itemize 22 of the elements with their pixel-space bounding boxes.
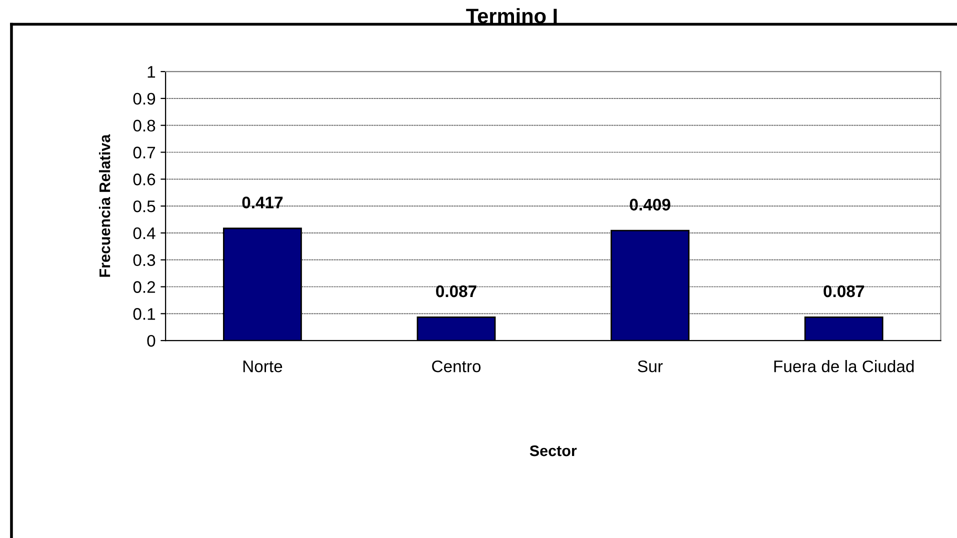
data-label: 0.087	[824, 285, 864, 298]
x-axis-title: Sector	[530, 445, 577, 456]
y-tick-label: 0.4	[133, 227, 156, 240]
y-tick-label: 0.3	[133, 254, 156, 266]
y-tick-label: 0.8	[133, 120, 156, 132]
y-tick-label: 0.5	[133, 200, 156, 212]
x-tick-label: Centro	[432, 360, 481, 372]
x-tick-label: Sur	[638, 360, 663, 372]
data-label: 0.087	[436, 285, 476, 298]
data-label: 0.417	[242, 196, 283, 208]
y-tick-label: 0	[147, 334, 156, 347]
x-tick-label: Fuera de la Ciudad	[774, 360, 914, 372]
y-tick-label: 0.9	[133, 92, 156, 105]
data-label: 0.409	[630, 198, 670, 211]
y-axis-title: Frecuencia Relativa	[98, 134, 110, 277]
y-tick-label: 1	[148, 66, 156, 78]
x-tick-label: Norte	[243, 360, 282, 372]
y-tick-label: 0.1	[133, 308, 156, 320]
chart-title: Termino I	[466, 8, 557, 24]
y-tick-label: 0.7	[133, 146, 156, 158]
y-tick-label: 0.2	[133, 281, 156, 293]
y-tick-label: 0.6	[133, 174, 156, 186]
